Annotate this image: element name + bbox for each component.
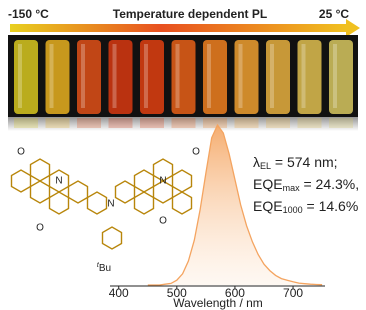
vial-reflection: [14, 118, 38, 128]
vial-reflection: [77, 118, 101, 128]
ann-text: = 14.6%: [303, 198, 359, 214]
vial: [140, 40, 164, 114]
ann-text: = 24.3%,: [300, 176, 360, 192]
ring: [116, 181, 135, 203]
ring: [69, 181, 88, 203]
ring: [173, 192, 192, 214]
atom-label: O: [192, 147, 200, 158]
vial: [203, 40, 227, 114]
atom-label: N: [55, 176, 62, 187]
figure: -150 °C Temperature dependent PL 25 °C λ…: [0, 0, 366, 310]
ann-sub: max: [283, 183, 301, 193]
left-label: -150 °C: [8, 7, 49, 21]
ring: [50, 192, 69, 214]
vial-reflection: [203, 118, 227, 128]
vial: [14, 40, 38, 114]
vial-glint: [176, 44, 180, 108]
annotation: λEL = 574 nm;: [253, 154, 338, 172]
x-tick-label: 600: [225, 286, 245, 300]
ring: [103, 227, 122, 249]
arrow-head: [346, 19, 360, 37]
vial: [298, 40, 322, 114]
vial-glint: [270, 44, 274, 108]
ring: [135, 170, 154, 192]
right-label: 25 °C: [319, 7, 349, 21]
ann-sub: EL: [260, 161, 271, 171]
vial: [266, 40, 290, 114]
ring: [173, 170, 192, 192]
vial: [46, 40, 70, 114]
annotation: EQE1000 = 14.6%: [253, 198, 358, 216]
vial-reflection: [329, 118, 353, 128]
ring: [31, 181, 50, 203]
vial-reflection: [172, 118, 196, 128]
ann-symbol: EQE: [253, 176, 283, 192]
vial: [77, 40, 101, 114]
annotation: EQEmax = 24.3%,: [253, 176, 359, 194]
atom-label: N: [159, 176, 166, 187]
arrow-bar: [10, 24, 346, 32]
ann-text: = 574 nm;: [271, 154, 338, 170]
vial-glint: [81, 44, 85, 108]
vial-reflection: [109, 118, 133, 128]
vial-reflection: [235, 118, 259, 128]
x-tick-label: 700: [283, 286, 303, 300]
sub-text: Bu: [99, 263, 111, 274]
vial-glint: [207, 44, 211, 108]
vial-glint: [113, 44, 117, 108]
ann-symbol: EQE: [253, 198, 283, 214]
atom-label: O: [36, 223, 44, 234]
ann-symbol: λ: [253, 154, 260, 170]
ring: [135, 192, 154, 214]
ann-sub: 1000: [283, 205, 303, 215]
vial-glint: [50, 44, 54, 108]
vial-glint: [144, 44, 148, 108]
vial-glint: [239, 44, 243, 108]
vial: [172, 40, 196, 114]
vial: [329, 40, 353, 114]
ring: [88, 192, 107, 214]
substituent: tBu: [97, 262, 111, 274]
ring: [12, 170, 31, 192]
vial-reflection: [140, 118, 164, 128]
vial-glint: [333, 44, 337, 108]
header-title: Temperature dependent PL: [113, 7, 267, 21]
vial-reflection: [298, 118, 322, 128]
atom-label: O: [17, 147, 25, 158]
atom-label: O: [159, 216, 167, 227]
x-tick-label: 400: [109, 286, 129, 300]
vial-glint: [18, 44, 22, 108]
vial: [109, 40, 133, 114]
x-tick-label: 500: [167, 286, 187, 300]
atom-label: N: [107, 199, 114, 210]
vial-glint: [302, 44, 306, 108]
ring: [31, 159, 50, 181]
vial-reflection: [266, 118, 290, 128]
vial-reflection: [46, 118, 70, 128]
vial: [235, 40, 259, 114]
